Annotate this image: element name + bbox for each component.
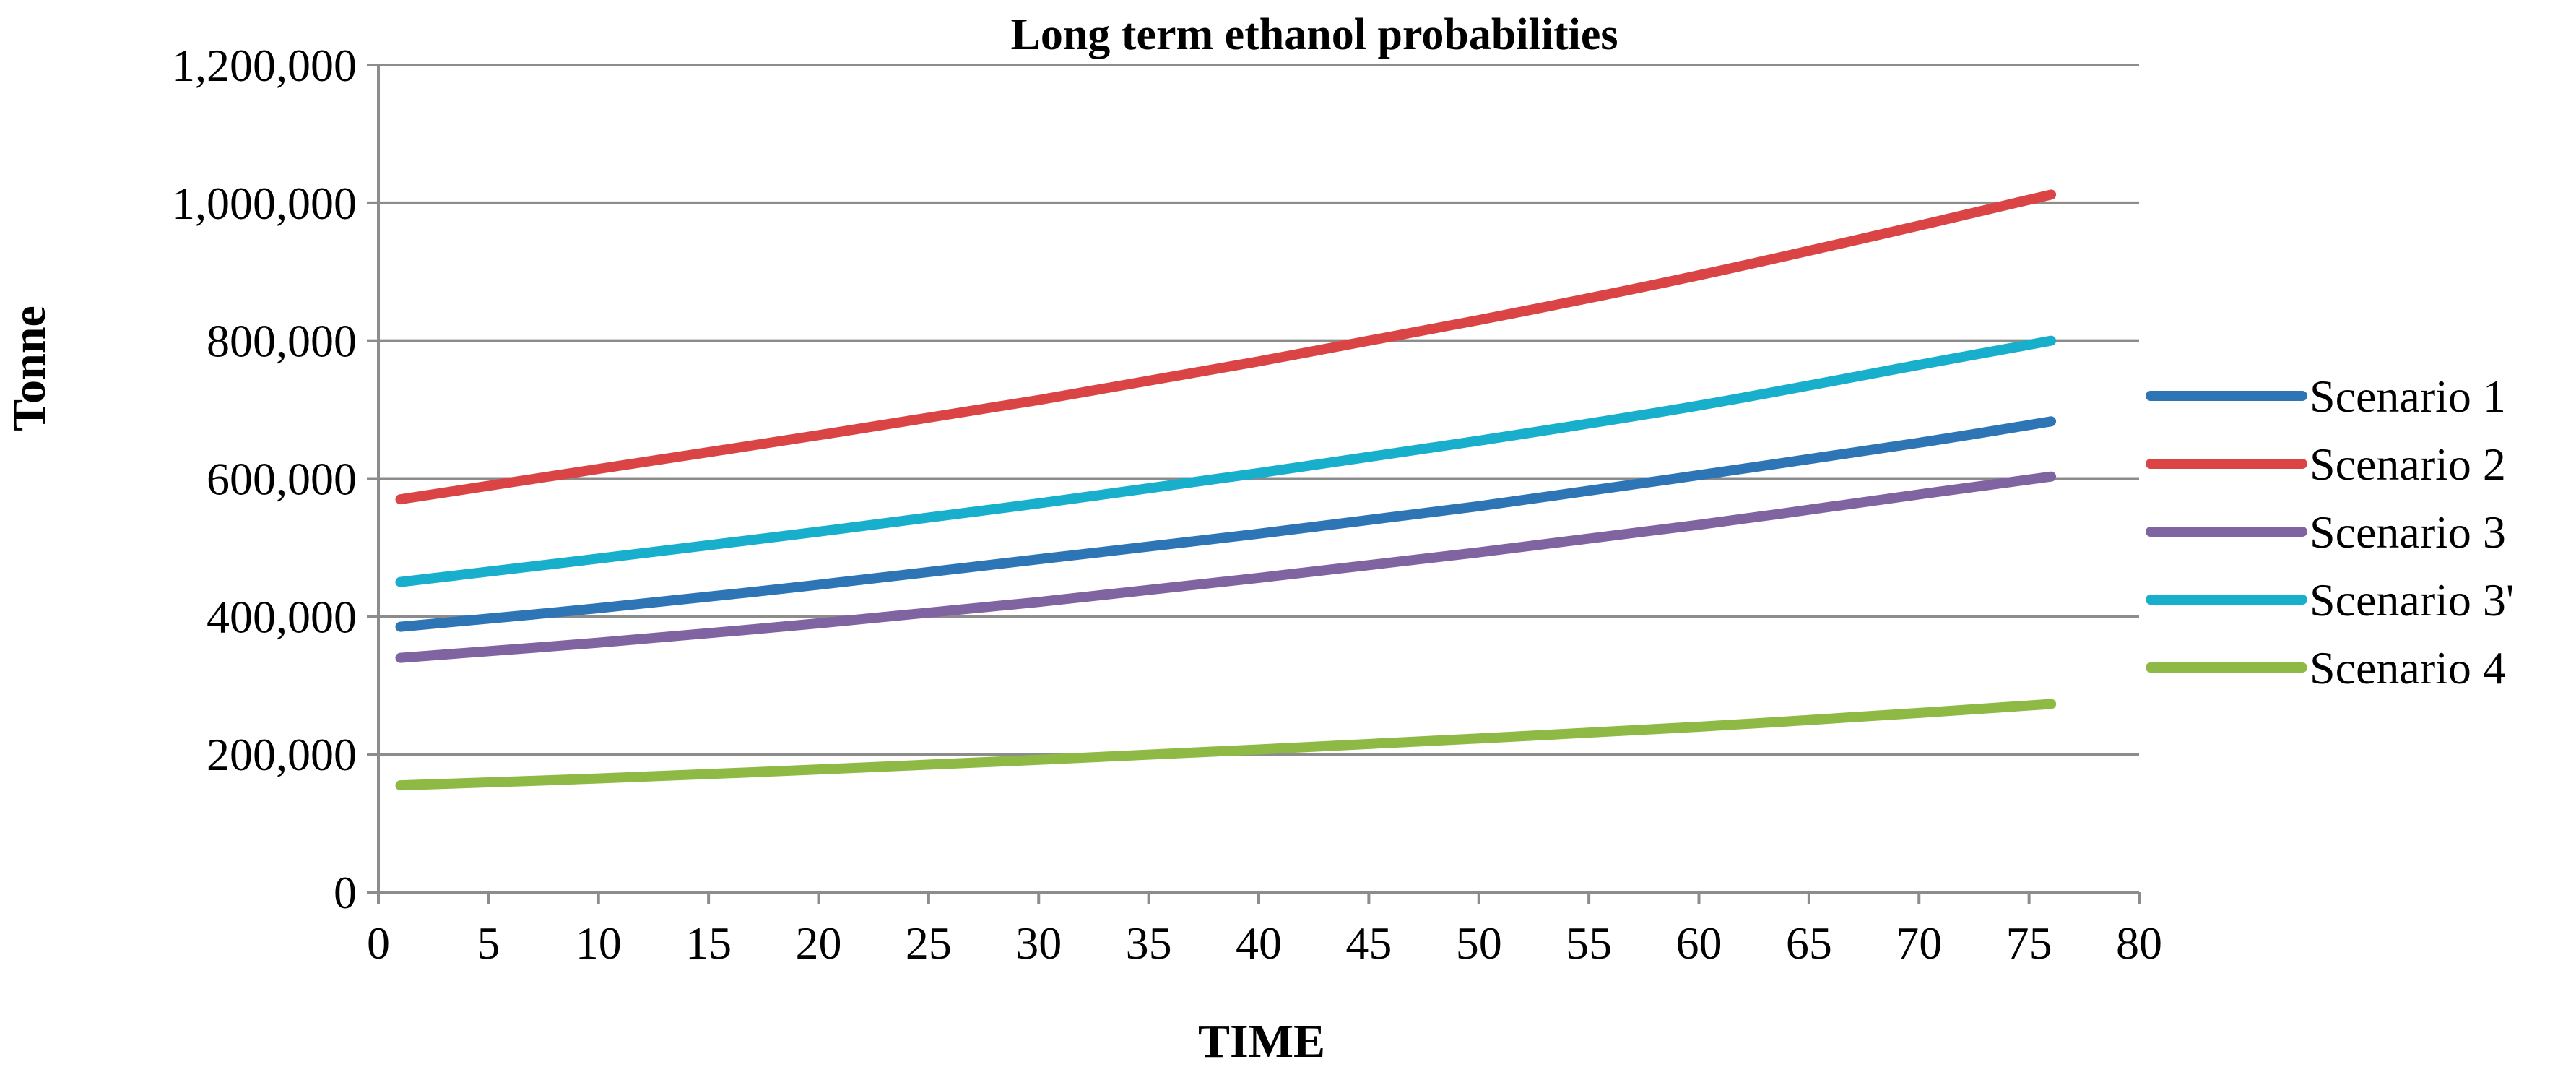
legend-label: Scenario 1 [2310,371,2506,422]
legend: Scenario 1 Scenario 2 Scenario 3 Scenario 3… [2146,371,2514,694]
x-tick-label: 30 [1015,917,1062,969]
series-line-scenario-3 [395,471,2057,663]
data-series [395,189,2057,791]
x-tick-label: 40 [1236,917,1282,969]
x-tick-labels: 0 5 10 15 20 25 30 35 40 45 50 55 60 65 70 75 80 [367,917,2162,969]
x-tick-label: 70 [1896,917,1942,969]
x-tick-label: 65 [1786,917,1832,969]
series-line-scenario-1 [395,416,2057,632]
y-tick-label: 400,000 [207,591,357,642]
series-line-scenario-4 [395,699,2057,791]
x-tick-label: 10 [576,917,622,969]
legend-label: Scenario 3 [2310,506,2506,558]
legend-item-scenario-3: Scenario 3' [2146,574,2514,626]
y-axis-title: Tonne [3,306,56,431]
x-tick-label: 20 [796,917,842,969]
x-tick-label: 60 [1676,917,1722,969]
series-line-scenario-2 [395,189,2057,505]
x-tick-label: 50 [1456,917,1502,969]
y-tick-label: 0 [334,867,357,918]
legend-item-scenario-4: Scenario 4 [2146,642,2506,694]
axes [367,64,2141,904]
y-tick-label: 600,000 [207,454,357,505]
x-axis-title: TIME [1198,1015,1325,1067]
legend-item-scenario-3: Scenario 3 [2146,506,2506,558]
y-tick-label: 200,000 [207,729,357,780]
y-tick-label: 1,000,000 [172,178,357,229]
legend-label: Scenario 4 [2310,642,2506,694]
x-tick-label: 75 [2006,917,2052,969]
y-tick-label: 1,200,000 [172,40,357,91]
gridlines [378,64,2139,756]
x-tick-label: 45 [1345,917,1392,969]
x-tick-label: 25 [906,917,952,969]
x-tick-label: 5 [477,917,500,969]
y-tick-label: 800,000 [207,316,357,367]
x-tick-label: 35 [1126,917,1172,969]
series-line-scenario-3 [395,335,2057,587]
x-tick-label: 55 [1566,917,1612,969]
x-tick-label: 80 [2116,917,2162,969]
x-tick-label: 0 [367,917,390,969]
legend-label: Scenario 2 [2310,439,2506,490]
legend-label: Scenario 3' [2310,574,2514,626]
legend-item-scenario-2: Scenario 2 [2146,439,2506,490]
legend-item-scenario-1: Scenario 1 [2146,371,2506,422]
x-tick-label: 15 [685,917,732,969]
chart-title: Long term ethanol probabilities [1010,10,1618,59]
y-tick-labels: 0 200,000 400,000 600,000 800,000 1,000,000 1,… [172,40,357,918]
